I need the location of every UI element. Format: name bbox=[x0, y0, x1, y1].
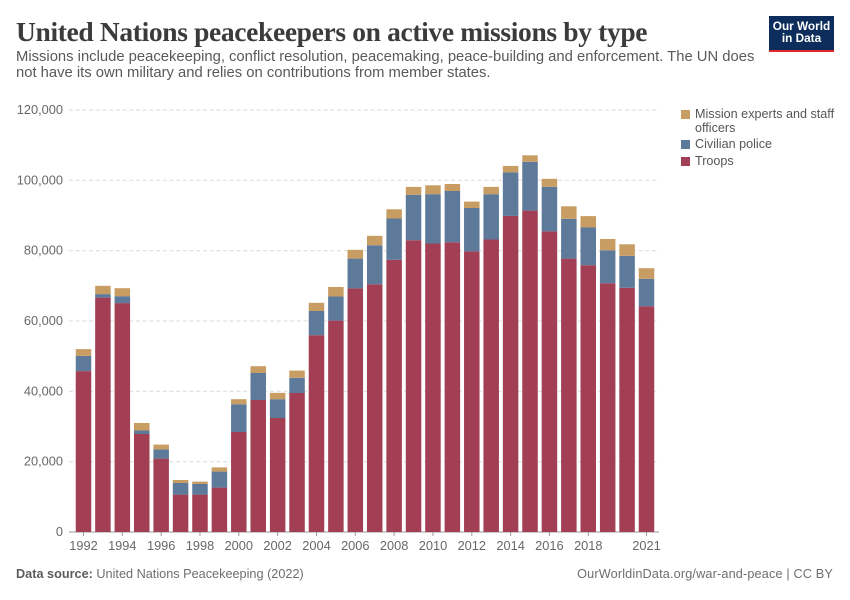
svg-text:1992: 1992 bbox=[69, 538, 97, 553]
svg-text:2008: 2008 bbox=[380, 538, 408, 553]
svg-text:0: 0 bbox=[56, 524, 63, 539]
svg-text:1994: 1994 bbox=[108, 538, 136, 553]
svg-text:2021: 2021 bbox=[632, 538, 660, 553]
svg-text:80,000: 80,000 bbox=[24, 243, 63, 258]
svg-text:2000: 2000 bbox=[225, 538, 253, 553]
svg-text:20,000: 20,000 bbox=[24, 454, 63, 469]
svg-text:60,000: 60,000 bbox=[24, 313, 63, 328]
svg-text:2010: 2010 bbox=[419, 538, 447, 553]
svg-text:2004: 2004 bbox=[302, 538, 330, 553]
svg-text:40,000: 40,000 bbox=[24, 383, 63, 398]
svg-text:2002: 2002 bbox=[263, 538, 291, 553]
svg-text:100,000: 100,000 bbox=[17, 172, 63, 187]
svg-text:2006: 2006 bbox=[341, 538, 369, 553]
svg-text:120,000: 120,000 bbox=[17, 102, 63, 117]
svg-text:2012: 2012 bbox=[458, 538, 486, 553]
svg-text:2018: 2018 bbox=[574, 538, 602, 553]
svg-text:2014: 2014 bbox=[496, 538, 524, 553]
svg-text:2016: 2016 bbox=[535, 538, 563, 553]
svg-text:1998: 1998 bbox=[186, 538, 214, 553]
svg-text:1996: 1996 bbox=[147, 538, 175, 553]
